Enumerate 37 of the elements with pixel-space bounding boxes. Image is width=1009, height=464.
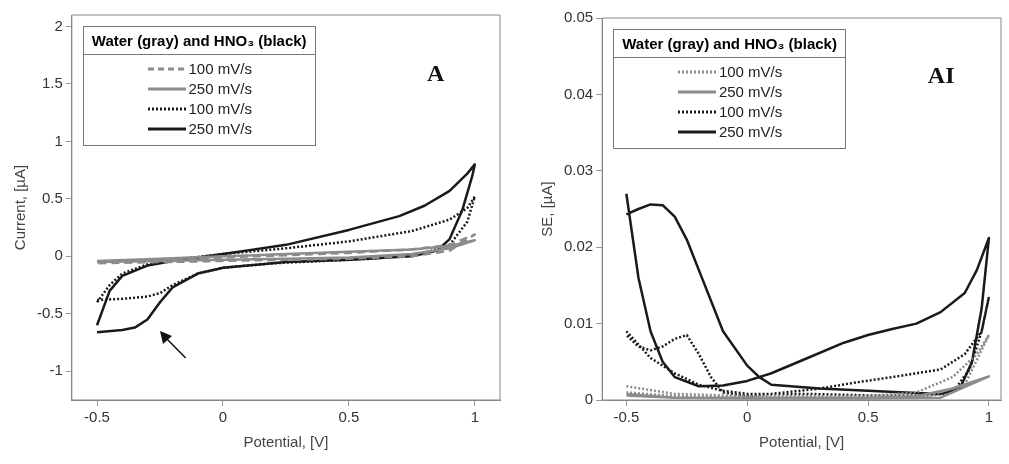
y-tick-label: -1 bbox=[49, 361, 63, 379]
legend-label: 250 mV/s bbox=[718, 122, 783, 142]
y-tick-label: 1.5 bbox=[41, 74, 63, 92]
y-tick-label: 0.03 bbox=[563, 160, 594, 178]
legend-label: 100 mV/s bbox=[718, 62, 783, 82]
x-tick-label: 0 bbox=[218, 408, 228, 426]
y-tick-label: 0.5 bbox=[41, 189, 63, 207]
y-tick-label: 0 bbox=[54, 246, 63, 264]
x-tick-label: 1 bbox=[984, 408, 994, 426]
y-axis-title: SE, [µA] bbox=[538, 181, 556, 237]
x-tick-label: 0 bbox=[743, 408, 752, 426]
x-tick-label: 0.5 bbox=[857, 408, 879, 426]
legend-label: 250 mV/s bbox=[188, 79, 252, 99]
legend-title: Water (gray) and HNO₃ (black) bbox=[83, 27, 315, 55]
x-axis-title: Potential, [V] bbox=[759, 433, 845, 451]
y-tick-label: -0.5 bbox=[36, 303, 63, 321]
annotation: AI bbox=[927, 62, 955, 89]
y-tick-label: 1 bbox=[54, 131, 63, 149]
x-axis-title: Potential, [V] bbox=[243, 433, 329, 451]
legend-label: 250 mV/s bbox=[718, 82, 783, 102]
x-tick-label: -0.5 bbox=[84, 408, 110, 426]
y-tick-label: 0.04 bbox=[563, 84, 594, 102]
legend-label: 100 mV/s bbox=[188, 99, 252, 119]
legend-label: 100 mV/s bbox=[718, 102, 783, 122]
x-tick-label: 1 bbox=[470, 408, 479, 426]
y-tick-label: 0.01 bbox=[563, 313, 594, 331]
x-tick-label: 0.5 bbox=[338, 408, 360, 426]
x-tick-label: -0.5 bbox=[613, 408, 640, 426]
y-tick-label: 0.02 bbox=[563, 237, 594, 255]
y-tick-label: 0.05 bbox=[563, 8, 594, 26]
annotation: A bbox=[427, 59, 446, 86]
legend-label: 100 mV/s bbox=[188, 59, 252, 79]
legend-label: 250 mV/s bbox=[188, 119, 252, 139]
y-axis-title: Current, [µA] bbox=[11, 164, 29, 251]
y-tick-label: 0 bbox=[584, 390, 594, 408]
legend-title: Water (gray) and HNO₃ (black) bbox=[614, 30, 845, 58]
y-tick-label: 2 bbox=[54, 16, 63, 34]
